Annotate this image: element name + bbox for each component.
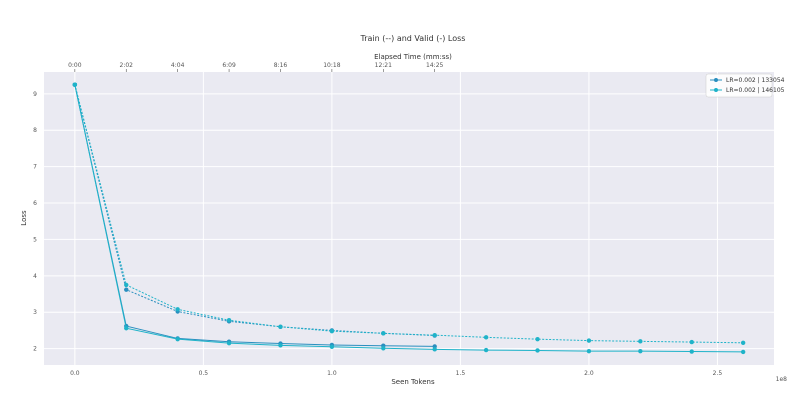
- legend-marker-series-2: [714, 88, 718, 92]
- valid-loss-point: [638, 348, 643, 354]
- valid-loss-point: [535, 348, 540, 353]
- top-tick-label: 8:16: [274, 62, 288, 69]
- train-loss-point: [329, 328, 335, 334]
- train-loss-point: [586, 338, 592, 343]
- x-tick-label: 2.0: [584, 370, 594, 377]
- valid-loss-point: [226, 340, 232, 346]
- y-axis-label: Loss: [20, 210, 28, 226]
- valid-loss-point: [175, 336, 180, 342]
- y-tick-label: 3: [33, 309, 37, 316]
- train-loss-point: [124, 282, 129, 288]
- top-tick-label: 6:09: [222, 62, 236, 69]
- valid-loss-point: [381, 346, 386, 351]
- valid-loss-point: [740, 349, 746, 355]
- train-loss-point: [226, 318, 232, 323]
- top-tick-label: 2:02: [120, 62, 134, 69]
- top-tick-label: 10:18: [323, 62, 340, 69]
- top-tick-label: 0:00: [68, 62, 82, 69]
- valid-loss-point: [329, 344, 335, 350]
- train-loss-point: [483, 335, 489, 340]
- top-tick-label: 4:04: [171, 62, 185, 69]
- train-loss-point: [689, 339, 694, 345]
- legend-label-series-2: LR=0.002 | 146105: [726, 87, 785, 94]
- x-axis-multiplier: 1e8: [776, 376, 788, 383]
- legend-box: [705, 73, 773, 98]
- x-tick-label: 0.0: [70, 370, 80, 377]
- legend-marker-series-1: [714, 78, 718, 82]
- legend-label-series-1: LR=0.002 | 133054: [726, 77, 785, 84]
- top-axis-label: Elapsed Time (mm:ss): [374, 53, 452, 61]
- valid-loss-point: [72, 82, 78, 87]
- top-tick-label: 12:21: [375, 62, 392, 69]
- valid-loss-line-series-2: [74, 84, 744, 353]
- grid-lines: [44, 72, 774, 365]
- x-tick-label: 1.0: [327, 370, 337, 377]
- train-loss-point: [740, 340, 746, 345]
- x-axis-ticks: 0.0 0.5 1.0 1.5 2.0 2.5: [70, 370, 722, 377]
- train-loss-point: [278, 324, 283, 329]
- plot-area: [44, 72, 774, 365]
- valid-loss-point: [432, 347, 437, 352]
- train-loss-point: [535, 336, 540, 342]
- y-axis-ticks: 2 3 4 5 6 7 8 9: [33, 91, 37, 353]
- train-loss-point: [638, 339, 643, 344]
- y-tick-label: 8: [33, 127, 37, 134]
- x-tick-label: 2.5: [713, 370, 723, 377]
- valid-loss-point: [483, 347, 489, 353]
- train-loss-point: [381, 331, 386, 336]
- train-loss-point: [124, 287, 129, 292]
- valid-loss-point: [124, 326, 129, 331]
- y-tick-label: 7: [33, 164, 37, 171]
- y-tick-label: 9: [33, 91, 37, 98]
- series-2: [72, 82, 746, 355]
- top-axis-ticks: 0:00 2:02 4:04 6:09 8:16 10:18 12:21 14:25: [68, 62, 444, 72]
- y-tick-label: 4: [33, 273, 37, 280]
- y-tick-label: 2: [33, 346, 37, 353]
- valid-loss-point: [689, 349, 694, 354]
- x-axis-label: Seen Tokens: [391, 378, 435, 386]
- y-tick-label: 5: [33, 236, 37, 243]
- valid-loss-point: [278, 343, 283, 348]
- series-layer: [72, 82, 746, 355]
- valid-loss-line-series-1: [74, 84, 435, 347]
- valid-loss-point: [586, 348, 592, 354]
- chart-title: Train (--) and Valid (-) Loss: [360, 34, 466, 43]
- x-tick-label: 0.5: [199, 370, 209, 377]
- train-loss-point: [175, 307, 180, 312]
- legend: LR=0.002 | 133054 LR=0.002 | 146105: [705, 73, 785, 98]
- train-loss-point: [432, 332, 437, 338]
- top-tick-label: 14:25: [426, 62, 443, 69]
- y-tick-label: 6: [33, 200, 37, 207]
- x-tick-label: 1.5: [456, 370, 466, 377]
